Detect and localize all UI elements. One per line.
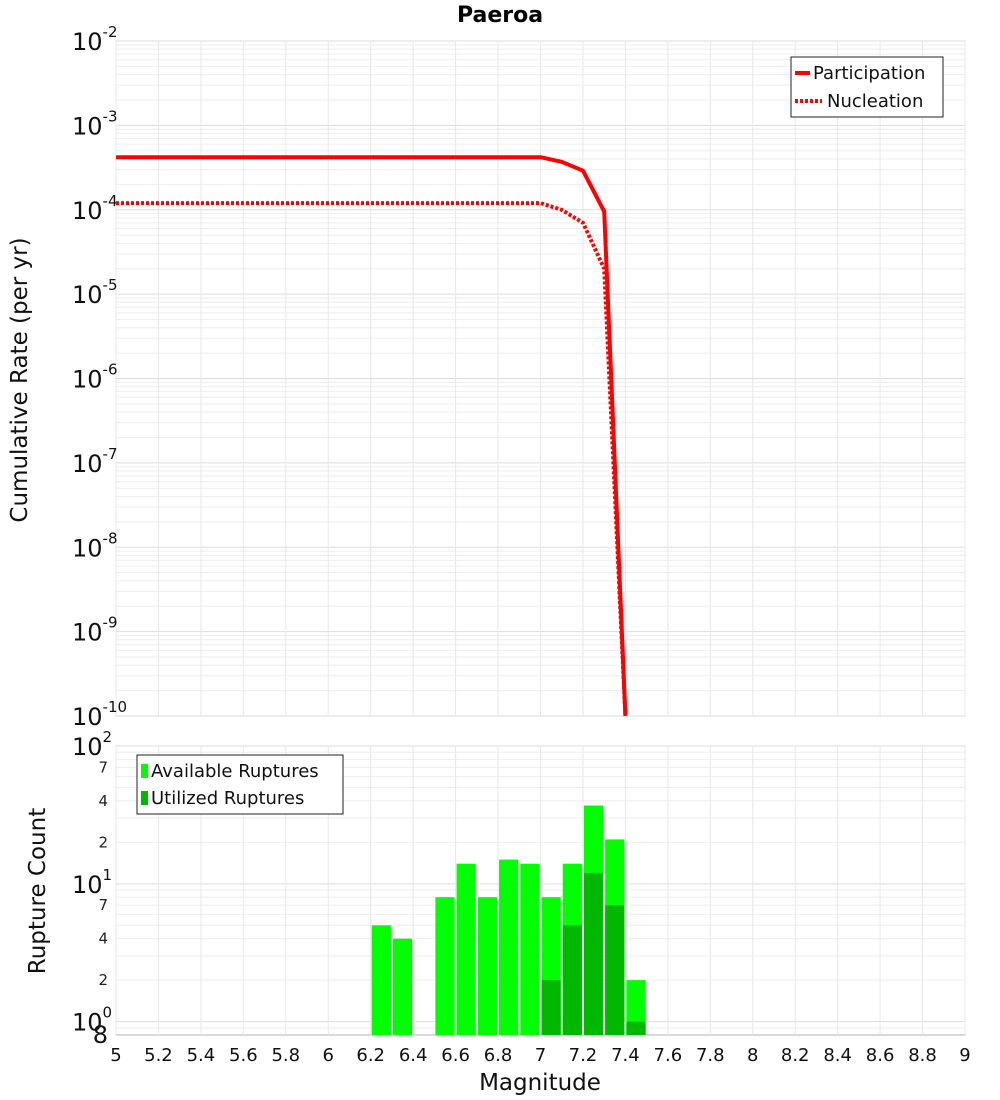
legend-available-swatch: [141, 764, 148, 778]
available-bar: [477, 897, 498, 1035]
x-tick-label: 5.6: [229, 1045, 258, 1066]
rate-lines: [116, 155, 628, 717]
rate-y-tick-label: 10-7: [72, 445, 118, 478]
rate-panel: 10-2 10-3 10-4 10-5 10-6 10-7 10-8 10-9 10-10 Cu…: [7, 23, 966, 731]
x-tick-label: 6: [323, 1045, 334, 1066]
chart-title: Paeroa: [457, 3, 543, 28]
rate-y-tick-label: 10-6: [72, 361, 118, 394]
count-grid: [115, 745, 966, 1035]
x-tick-label: 5.8: [271, 1045, 300, 1066]
x-tick-label: 8: [747, 1045, 758, 1066]
count-y-bottom-label: 8: [93, 1021, 108, 1049]
legend-utilized-swatch: [141, 791, 148, 805]
x-tick-label: 6.6: [441, 1045, 470, 1066]
rate-y-tick-label: 10-8: [72, 529, 118, 562]
available-bar: [392, 938, 413, 1035]
legend-participation-label: Participation: [813, 63, 925, 84]
legend-utilized-label: Utilized Ruptures: [151, 788, 304, 809]
rate-y-tick-label: 10-4: [72, 192, 118, 225]
count-y-tick-label: 102: [72, 728, 112, 761]
utilized-bar: [583, 872, 604, 1035]
count-panel: 102 101 100 7 4 2 7 4 2 8 5 5.2 5.4 5.6 5.8 6 6.2 6.4 6.6…: [25, 728, 971, 1096]
available-bar: [456, 863, 476, 1035]
count-y-axis-label: Rupture Count: [25, 808, 51, 974]
rate-line-nucleation: [116, 201, 628, 717]
rate-legend: Participation Nucleation: [790, 56, 944, 118]
available-bar: [626, 980, 646, 1035]
legend-nucleation-label: Nucleation: [827, 91, 923, 112]
x-tick-label: 7.8: [696, 1045, 725, 1066]
available-bar: [520, 863, 540, 1035]
count-legend-box: [136, 754, 344, 815]
x-tick-label: 7: [535, 1045, 546, 1066]
rate-y-axis-label: Cumulative Rate (per yr): [7, 237, 33, 522]
rate-y-tick-label: 10-3: [72, 107, 118, 140]
count-y-minor-tick-label: 7: [98, 896, 108, 914]
rate-y-tick-label: 10-2: [72, 23, 118, 56]
x-tick-label: 8.6: [866, 1045, 895, 1066]
count-legend: Available Ruptures Utilized Ruptures: [136, 754, 344, 815]
x-tick-label: 6.2: [356, 1045, 385, 1066]
utilized-bar: [626, 1021, 646, 1035]
rate-y-tick-label: 10-10: [72, 698, 127, 731]
utilized-bar: [605, 905, 625, 1035]
x-tick-label: 6.4: [399, 1045, 428, 1066]
available-bar: [435, 897, 455, 1035]
x-tick-label: 7.2: [569, 1045, 598, 1066]
rate-y-ticks: 10-2 10-3 10-4 10-5 10-6 10-7 10-8 10-9 10-10: [72, 23, 127, 731]
rate-legend-box: [790, 56, 944, 118]
count-y-minor-tick-label: 4: [98, 792, 108, 810]
count-x-ticks: 5 5.2 5.4 5.6 5.8 6 6.2 6.4 6.6 6.8 7 7.2 7.4 7.6 7.8 8…: [110, 1045, 970, 1066]
count-y-tick-label: 101: [72, 866, 112, 899]
count-y-minor-tick-label: 4: [98, 930, 108, 948]
x-tick-label: 7.4: [611, 1045, 640, 1066]
rate-grid: [115, 40, 966, 717]
x-axis-label: Magnitude: [479, 1070, 601, 1096]
utilized-bar: [562, 925, 582, 1035]
x-tick-label: 7.6: [654, 1045, 683, 1066]
available-bar: [499, 859, 519, 1035]
count-y-minor-tick-label: 2: [98, 833, 108, 851]
utilized-bar: [541, 980, 561, 1035]
x-tick-label: 8.4: [823, 1045, 852, 1066]
count-y-minor-tick-label: 2: [98, 971, 108, 989]
rate-line-participation: [116, 155, 628, 717]
count-bars: [371, 805, 646, 1035]
x-tick-label: 5.2: [144, 1045, 173, 1066]
count-y-ticks: 102 101 100 7 4 2 7 4 2 8: [72, 728, 112, 1049]
x-tick-label: 8.8: [908, 1045, 937, 1066]
count-y-tick-label: 100: [72, 1004, 112, 1037]
x-tick-label: 5: [110, 1045, 121, 1066]
rate-y-tick-label: 10-9: [72, 614, 118, 647]
x-tick-label: 9: [959, 1045, 970, 1066]
count-y-minor-tick-label: 7: [98, 758, 108, 776]
x-tick-label: 8.2: [781, 1045, 810, 1066]
x-tick-label: 5.4: [187, 1045, 216, 1066]
rate-y-tick-label: 10-5: [72, 276, 118, 309]
x-tick-label: 6.8: [484, 1045, 513, 1066]
available-bar: [371, 925, 391, 1035]
legend-available-label: Available Ruptures: [151, 761, 319, 782]
